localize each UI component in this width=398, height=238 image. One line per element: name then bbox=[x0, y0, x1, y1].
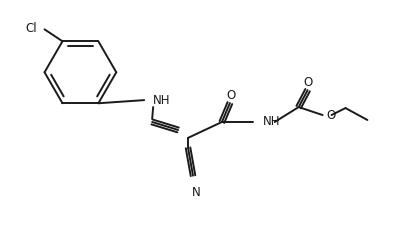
Text: Cl: Cl bbox=[25, 22, 37, 35]
Text: N: N bbox=[191, 186, 200, 198]
Text: O: O bbox=[303, 76, 312, 89]
Text: NH: NH bbox=[153, 94, 171, 107]
Text: O: O bbox=[326, 109, 336, 122]
Text: O: O bbox=[226, 89, 236, 102]
Text: NH: NH bbox=[263, 115, 280, 129]
